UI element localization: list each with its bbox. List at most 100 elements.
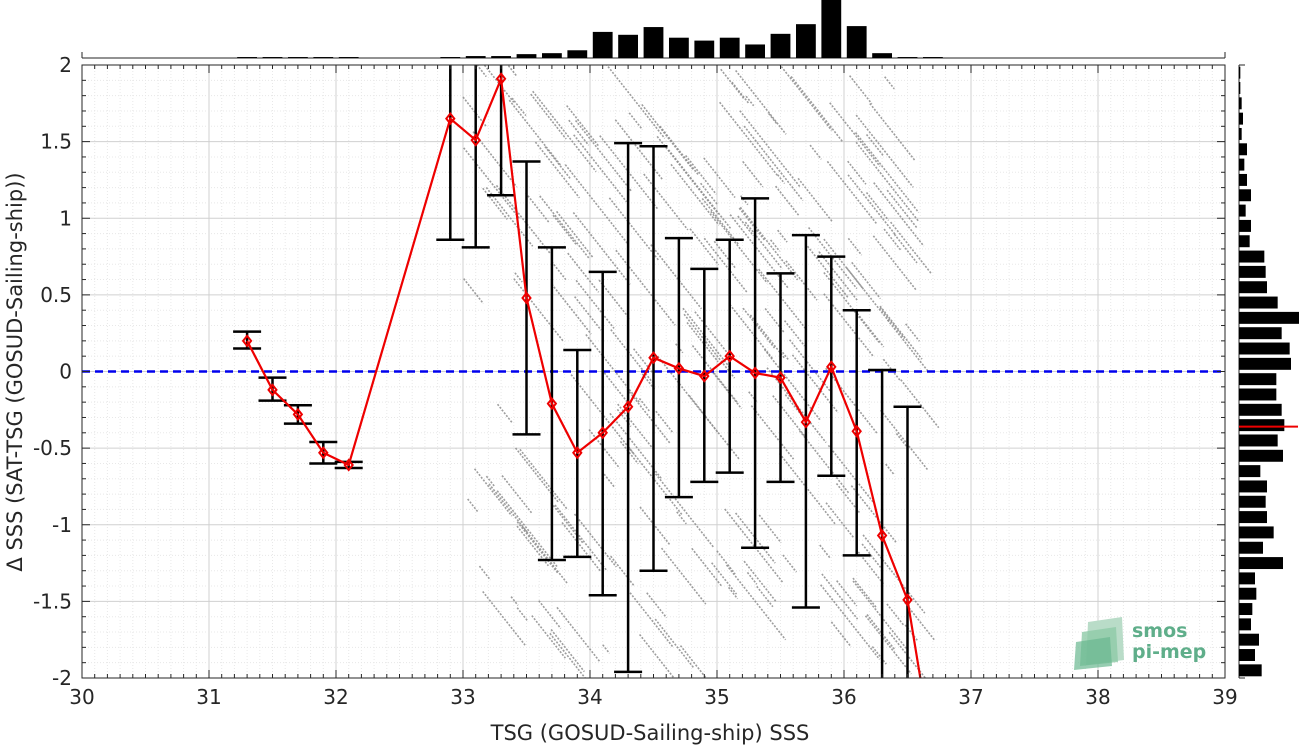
- mean-series: [241, 72, 922, 678]
- x-hist-bar: [262, 57, 283, 58]
- scatter-streak: [551, 283, 592, 335]
- x-hist-bar: [795, 24, 816, 59]
- scatter-streak: [550, 629, 585, 673]
- mean-marker: [673, 361, 685, 376]
- scatter-streak: [473, 468, 513, 517]
- scatter-streak: [686, 321, 719, 363]
- scatter-streak: [873, 182, 925, 247]
- scatter-streak: [819, 544, 831, 559]
- scatter-streak: [566, 105, 600, 148]
- x-hist-bar: [313, 57, 334, 58]
- scatter-streak: [766, 367, 827, 444]
- scatter-streak: [865, 133, 885, 157]
- scatter-streak: [703, 157, 736, 198]
- y-hist-bar: [1239, 235, 1250, 248]
- scatter-streak: [854, 132, 920, 213]
- scatter-streak: [885, 463, 895, 475]
- scatter-streak: [485, 475, 496, 487]
- x-hist-bar: [745, 44, 766, 58]
- scatter-streak: [829, 102, 881, 167]
- scatter-streak: [694, 311, 731, 357]
- x-tick-label: 38: [1085, 685, 1110, 709]
- scatter-streak: [739, 195, 749, 206]
- y-hist-bar: [1239, 388, 1277, 401]
- scatter-streak: [685, 154, 717, 195]
- scatter-streak: [845, 267, 890, 323]
- y-hist-bar: [1239, 587, 1257, 600]
- scatter-streak: [905, 323, 920, 342]
- scatter-streak: [830, 621, 852, 648]
- scatter-streak: [496, 490, 558, 568]
- x-hist-bar: [872, 53, 893, 58]
- scatter-streak: [701, 197, 739, 245]
- scatter-streak: [463, 278, 484, 304]
- scatter-streak: [691, 345, 739, 404]
- x-hist-bar: [897, 57, 918, 58]
- mean-marker: [470, 133, 481, 147]
- scatter-streak: [643, 173, 689, 231]
- scatter-streak: [610, 329, 653, 383]
- x-hist-bar: [694, 40, 715, 58]
- scatter-streak: [725, 564, 787, 641]
- x-hist-bar: [287, 57, 308, 58]
- scatter-streak: [514, 272, 523, 283]
- scatter-streak: [463, 147, 521, 220]
- scatter-streak: [585, 334, 641, 404]
- scatter-streak: [735, 69, 787, 135]
- scatter-streak: [650, 244, 703, 310]
- scatter-streak: [561, 521, 602, 572]
- scatter-streak: [743, 560, 778, 603]
- scatter-streak: [750, 405, 795, 460]
- scatter-streak: [521, 525, 568, 584]
- scatter-streak: [742, 161, 764, 188]
- y-hist-bar: [1239, 112, 1243, 125]
- scatter-streak: [883, 228, 902, 251]
- scatter-streak: [549, 632, 587, 678]
- x-tick-label: 33: [450, 685, 475, 709]
- scatter-streak: [758, 514, 782, 544]
- scatter-streak: [485, 186, 534, 247]
- scatter-streak: [508, 99, 562, 167]
- y-hist-bar: [1239, 465, 1261, 478]
- scatter-streak: [683, 313, 736, 379]
- scatter-streak: [788, 339, 832, 393]
- x-axis-label: TSG (GOSUD-Sailing-ship) SSS: [490, 721, 810, 745]
- mean-line: [246, 74, 922, 678]
- scatter-streak: [818, 251, 859, 302]
- scatter-streak: [797, 177, 834, 223]
- scatter-streak: [478, 565, 492, 581]
- scatter-streak: [703, 237, 748, 293]
- y-hist-bar: [1239, 82, 1241, 94]
- scatter-streak: [467, 498, 479, 513]
- y-hist-bar: [1239, 158, 1245, 171]
- y-tick-label: 0: [59, 360, 72, 384]
- y-hist-bar: [1239, 357, 1291, 370]
- y-hist-bar: [1239, 649, 1255, 661]
- scatter-streak: [879, 307, 906, 340]
- scatter-streak: [691, 547, 723, 587]
- scatter-streak: [516, 521, 559, 574]
- scatter-streak: [889, 221, 933, 275]
- y-tick-label: 1.5: [40, 130, 72, 154]
- x-tick-label: 30: [69, 685, 94, 709]
- scatter-streak: [588, 429, 621, 469]
- x-hist-bar: [465, 56, 486, 58]
- scatter-streak: [737, 215, 754, 237]
- scatter-streak: [823, 272, 880, 343]
- scatter-streak: [719, 101, 779, 177]
- scatter-streak: [888, 631, 927, 678]
- scatter-streak: [852, 577, 878, 609]
- mean-marker: [292, 407, 304, 422]
- scatter-streak: [855, 114, 914, 188]
- x-hist-bar: [821, 0, 842, 58]
- y-axis-label: Δ SSS (SAT-TSG (GOSUD-Sailing-ship)): [3, 172, 27, 571]
- scatter-streak: [511, 97, 527, 117]
- scatter-streak: [772, 395, 807, 438]
- scatter-streak: [626, 388, 671, 444]
- y-hist-bar: [1239, 419, 1285, 432]
- scatter-streak: [784, 394, 804, 418]
- scatter-streak: [827, 444, 875, 504]
- scatter-cloud: [462, 65, 940, 678]
- scatter-streak: [872, 235, 918, 292]
- scatter-streak: [610, 555, 635, 587]
